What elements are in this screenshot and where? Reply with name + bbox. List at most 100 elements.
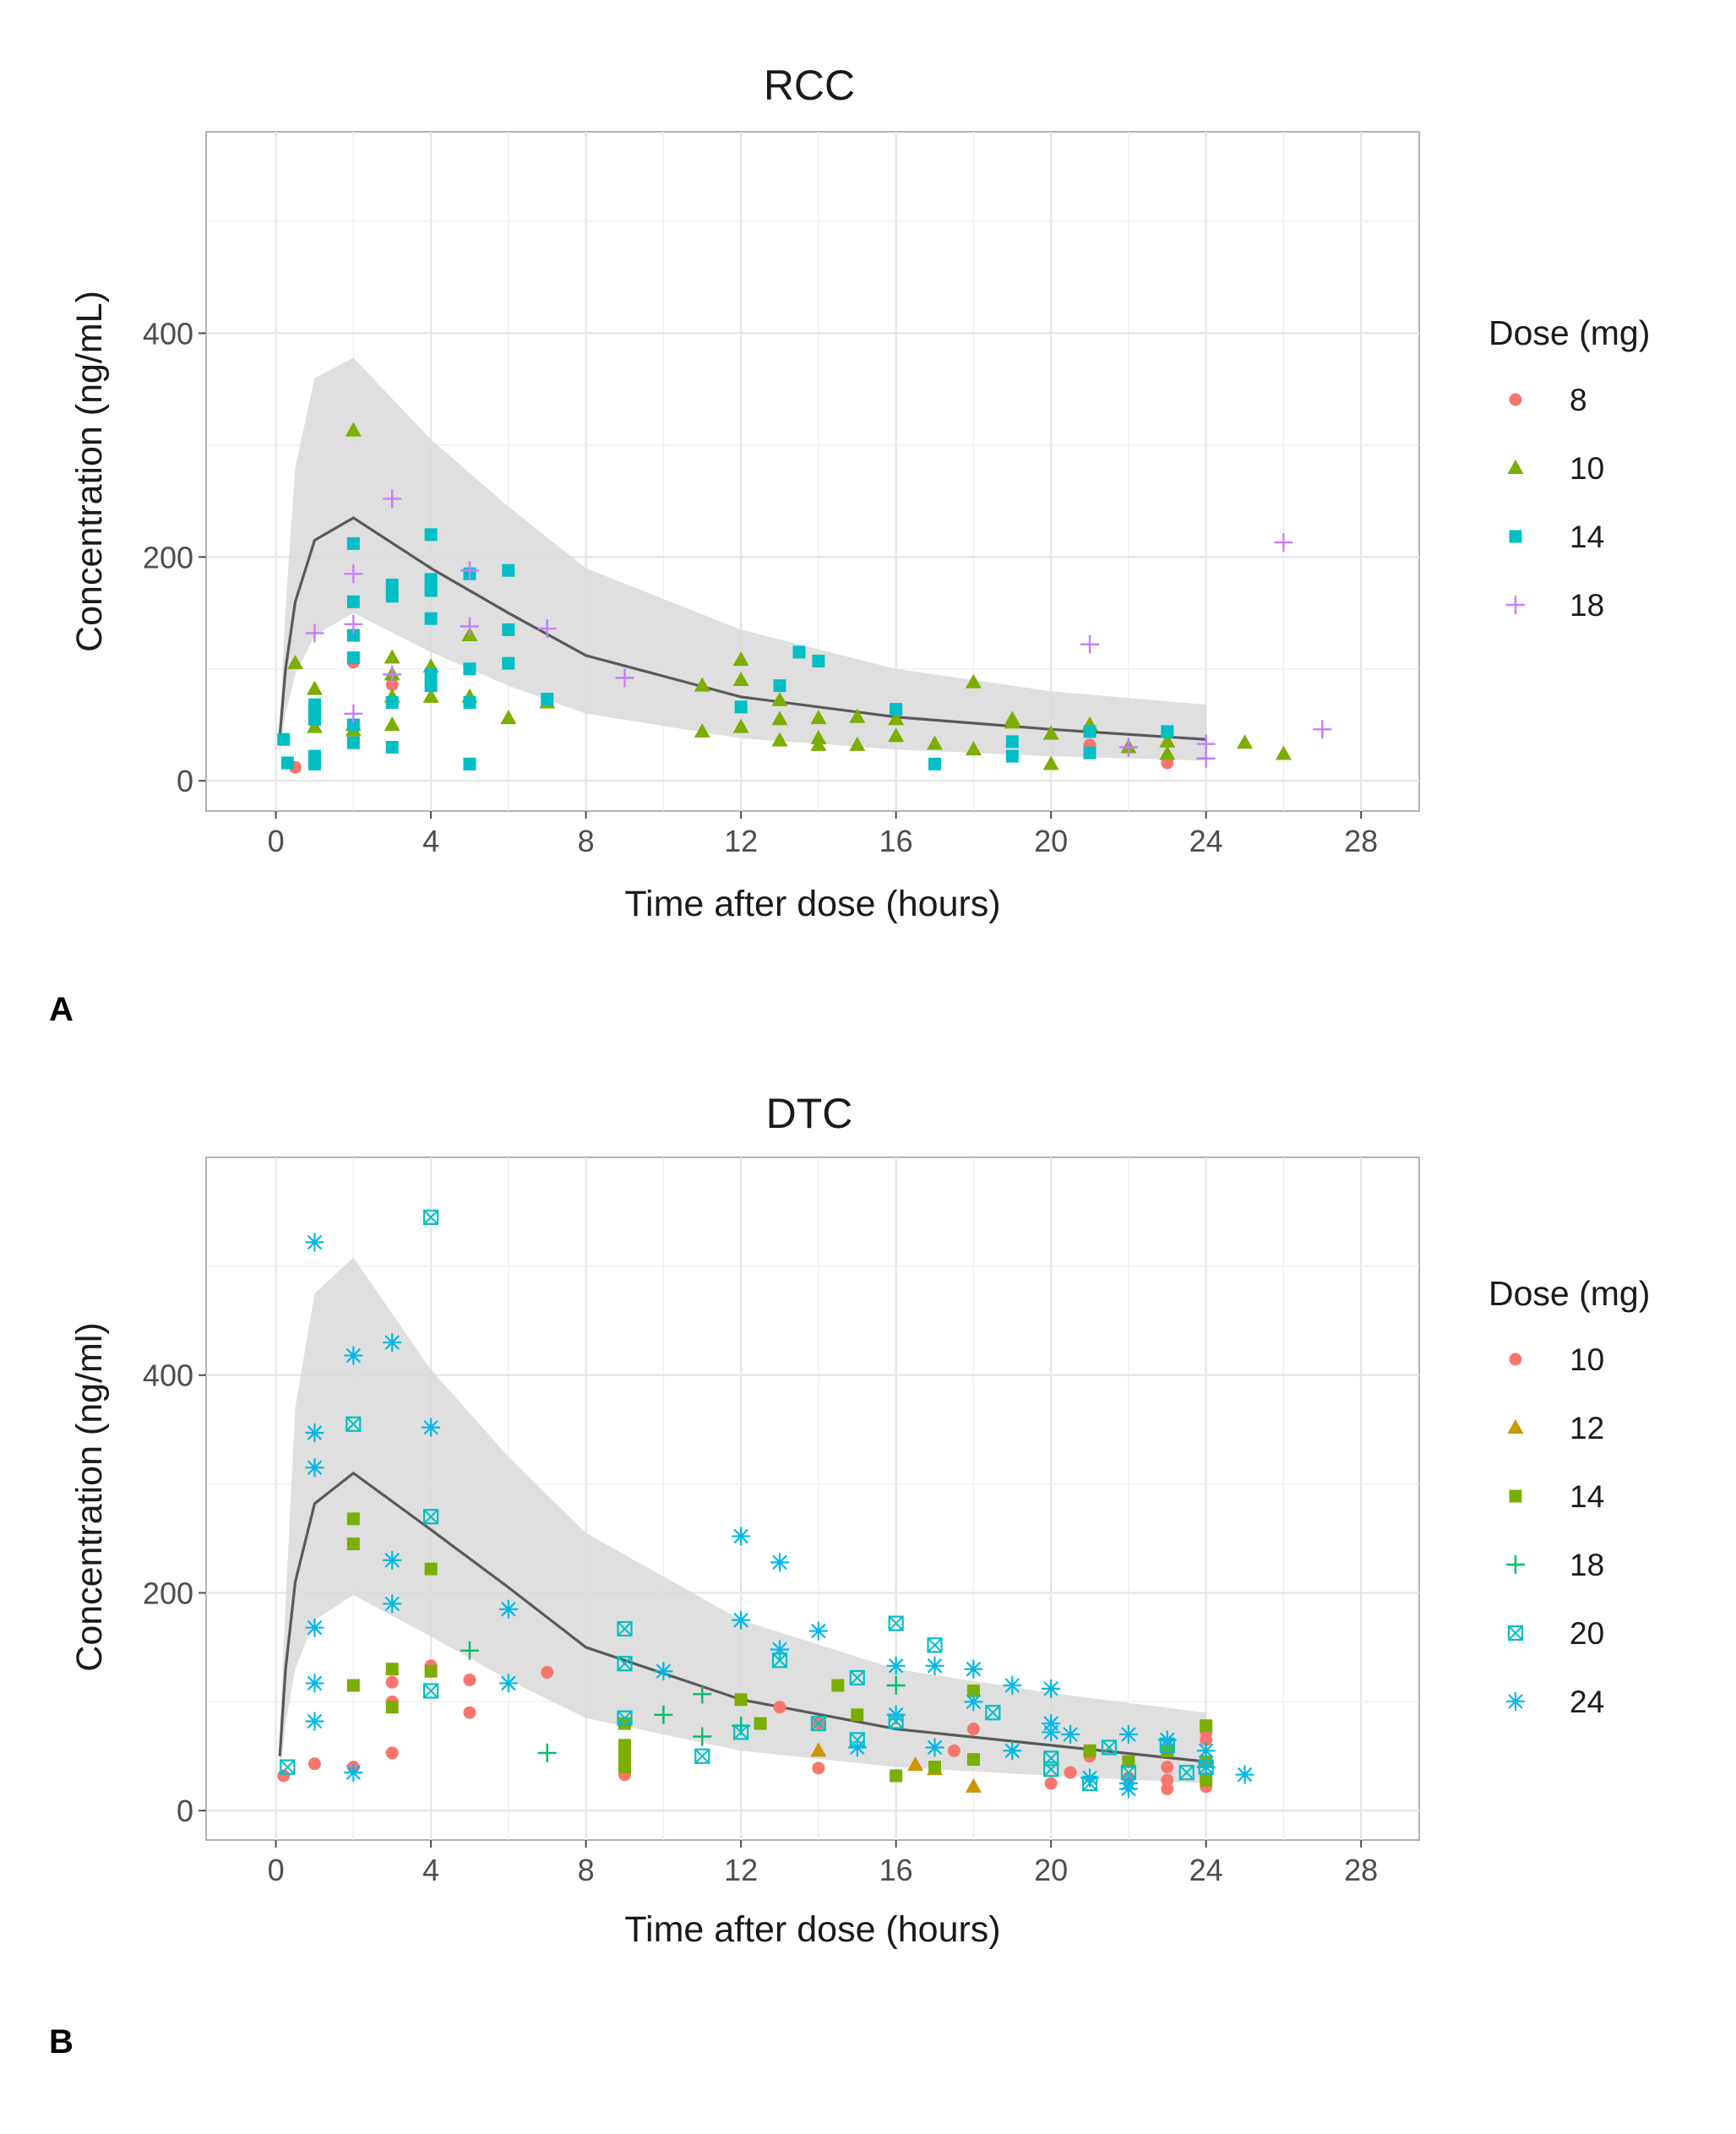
legend-item-dose-20: 20: [1507, 1616, 1604, 1651]
data-point: [305, 623, 324, 643]
data-point: [1061, 1725, 1080, 1744]
data-point: [383, 1550, 402, 1570]
data-point: [385, 578, 399, 591]
x-ticks-a: 0 4 8 12 16 20 24 28: [268, 811, 1378, 858]
data-point: [1157, 1730, 1177, 1750]
legend-key: [1506, 1692, 1525, 1711]
legend-label: 14: [1570, 1479, 1604, 1514]
data-point: [1005, 735, 1019, 749]
data-point: [1159, 745, 1176, 760]
data-point: [849, 708, 866, 723]
legend-label: 10: [1570, 1342, 1604, 1377]
legend-item-dose-12: 12: [1507, 1411, 1604, 1445]
y-tick-label: 0: [177, 764, 193, 798]
legend-label: 20: [1570, 1616, 1604, 1651]
data-point: [460, 617, 479, 636]
x-tick-label: 28: [1344, 824, 1378, 858]
data-point: [1237, 734, 1254, 749]
data-point: [754, 1717, 767, 1730]
data-point: [346, 1679, 360, 1692]
data-point: [732, 718, 749, 733]
data-point: [771, 710, 788, 726]
data-point: [618, 1750, 631, 1763]
data-point: [1275, 745, 1292, 760]
data-point: [1083, 746, 1097, 759]
data-point: [384, 649, 400, 664]
series-dose-18: [305, 489, 1332, 768]
data-point: [965, 673, 982, 689]
data-point: [1196, 1741, 1216, 1761]
data-point: [1159, 732, 1176, 748]
points-a: [277, 422, 1332, 774]
data-point: [424, 679, 438, 693]
x-tick-label: 20: [1034, 1853, 1068, 1887]
y-ticks-b: 0 200 400: [143, 1358, 206, 1828]
data-point: [1178, 1765, 1195, 1781]
data-point: [502, 656, 515, 670]
data-point: [463, 696, 476, 710]
data-point: [1083, 1744, 1097, 1757]
data-point: [344, 564, 363, 584]
data-point: [385, 1675, 399, 1689]
x-axis-title-b: Time after dose (hours): [624, 1909, 1000, 1950]
legend-label: 8: [1570, 383, 1587, 417]
data-point: [344, 1346, 363, 1365]
legend-key: [1507, 1625, 1524, 1641]
x-tick-label: 4: [422, 824, 439, 858]
data-point: [277, 732, 291, 746]
y-tick-label: 400: [143, 1358, 193, 1393]
data-point: [424, 528, 438, 542]
data-point: [537, 1743, 557, 1762]
y-tick-label: 0: [177, 1794, 193, 1828]
series-dose-24: [305, 1233, 1254, 1799]
legend-label: 14: [1570, 520, 1604, 554]
data-point: [888, 1615, 904, 1631]
data-point: [383, 1333, 402, 1353]
median-prediction-line: [278, 516, 1206, 741]
legend-item-dose-14: 14: [1509, 1479, 1604, 1514]
data-point: [346, 536, 360, 550]
data-point: [1118, 1725, 1138, 1744]
data-point: [500, 710, 517, 725]
data-point: [733, 1724, 749, 1740]
y-axis-title-a: Concentration (ng/mL): [69, 291, 110, 652]
legend-item-dose-10: 10: [1507, 451, 1604, 486]
data-point: [810, 1716, 826, 1732]
y-tick-label: 400: [143, 316, 193, 351]
data-point: [1161, 1773, 1174, 1787]
data-point: [617, 1620, 633, 1637]
data-point: [928, 1761, 942, 1774]
median-line-a: [278, 516, 1206, 741]
data-point: [385, 590, 399, 603]
data-point: [306, 718, 323, 733]
data-point: [617, 1656, 633, 1672]
median-prediction-line: [278, 1471, 1206, 1763]
legend-item-dose-18: 18: [1506, 588, 1604, 623]
data-point: [694, 1748, 710, 1764]
data-point: [1196, 1757, 1216, 1777]
data-point: [654, 1662, 673, 1681]
data-point: [886, 1705, 906, 1724]
data-point: [383, 665, 402, 684]
data-point: [344, 614, 363, 634]
data-point: [498, 1674, 518, 1693]
data-point: [1161, 1761, 1174, 1774]
data-point: [502, 623, 515, 636]
data-point: [732, 1527, 751, 1546]
data-point: [305, 1458, 324, 1478]
data-point: [385, 1746, 399, 1760]
data-point: [1043, 1761, 1059, 1777]
data-point: [847, 1738, 867, 1757]
data-point: [886, 1676, 906, 1696]
legend-key: [1506, 1555, 1525, 1574]
data-point: [346, 595, 360, 608]
data-point: [732, 1610, 751, 1630]
x-tick-label: 24: [1189, 1853, 1223, 1887]
panel-a: RCC 0 4 8 12 16 20 24 28 0 200 400 Time after dos…: [49, 62, 1650, 1028]
data-point: [773, 1701, 786, 1714]
legend-title-a: Dose (mg): [1488, 313, 1650, 352]
data-point: [771, 732, 788, 747]
data-point: [1004, 714, 1020, 729]
data-point: [422, 1509, 439, 1525]
data-point: [346, 718, 360, 732]
